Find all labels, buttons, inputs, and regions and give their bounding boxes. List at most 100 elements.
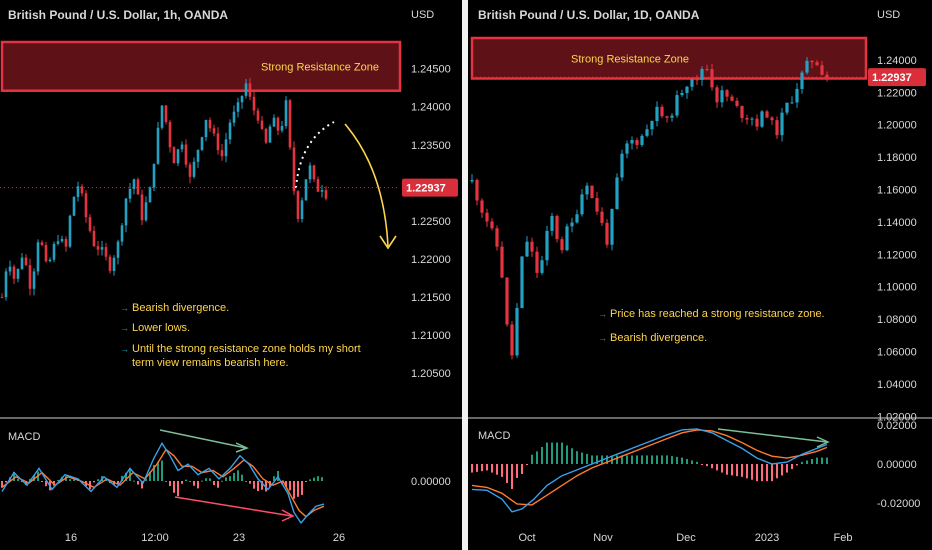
macd-histogram-bar	[165, 481, 167, 482]
macd-histogram-bar	[716, 464, 718, 471]
macd-histogram-bar	[13, 471, 15, 481]
macd-histogram-bar	[471, 464, 473, 473]
macd-histogram-bar	[796, 464, 798, 466]
macd-zero-label: 0.00000	[411, 476, 451, 488]
macd-histogram-bar	[245, 481, 247, 482]
candle-body	[156, 127, 160, 164]
resistance-zone-box	[0, 40, 402, 92]
left-axis-unit: USD	[411, 9, 434, 21]
macd-histogram-bar	[181, 481, 183, 484]
candle-body	[200, 137, 204, 150]
macd-histogram-bar	[145, 478, 147, 481]
macd-histogram-bar	[237, 470, 239, 481]
macd-histogram-bar	[205, 478, 207, 481]
macd-histogram-bar	[506, 464, 508, 483]
price-tick-label: 1.22500	[411, 216, 451, 228]
resistance-zone-label: Strong Resistance Zone	[261, 61, 379, 73]
candle-body	[545, 230, 549, 261]
macd-histogram-bar	[596, 455, 598, 464]
candle-body	[312, 165, 316, 180]
last-price-value: 1.22937	[406, 183, 446, 195]
candle-body	[680, 92, 684, 96]
candle-body	[490, 221, 494, 229]
candle-body	[500, 246, 504, 278]
macd-histogram-bar	[476, 464, 478, 472]
candle-body	[48, 259, 52, 262]
candle-body	[615, 177, 619, 210]
candle-body	[16, 268, 20, 279]
macd-tick-label: 0.00000	[877, 459, 917, 471]
right-macd-title: MACD	[478, 430, 510, 442]
macd-histogram-bar	[491, 464, 493, 473]
macd-signal-line	[471, 429, 828, 506]
candle-body	[76, 186, 80, 197]
candle-body	[276, 117, 280, 131]
candle-body	[44, 245, 48, 262]
candle-body	[112, 257, 116, 271]
macd-histogram-bar	[706, 464, 708, 467]
macd-histogram-bar	[621, 455, 623, 464]
macd-histogram-bar	[521, 464, 523, 475]
candle-body	[304, 179, 308, 201]
candle-body	[80, 186, 84, 194]
candle-body	[580, 194, 584, 215]
projection-dotted-path	[295, 121, 335, 189]
candle-body	[520, 256, 524, 308]
candle-body	[68, 215, 72, 247]
candle-body	[216, 133, 220, 151]
macd-histogram-bar	[811, 458, 813, 464]
macd-histogram-bar	[566, 445, 568, 464]
candle-body	[300, 200, 304, 219]
candle-body	[232, 111, 236, 123]
candle-body	[8, 266, 12, 272]
macd-histogram-bar	[157, 461, 159, 481]
candle-body	[104, 247, 108, 257]
last-price-tag	[868, 68, 926, 87]
macd-divergence-line	[717, 428, 828, 443]
candle-body	[196, 149, 200, 162]
macd-histogram-bar	[189, 481, 191, 482]
macd-histogram-bar	[201, 480, 203, 482]
candle-body	[84, 193, 88, 218]
left-candles	[0, 78, 328, 301]
candle-body	[675, 95, 679, 116]
macd-histogram-bar	[265, 481, 267, 492]
candle-body	[530, 241, 534, 252]
candle-body	[625, 143, 629, 154]
macd-histogram-bar	[786, 464, 788, 473]
macd-histogram-bar	[125, 472, 127, 481]
time-tick-label: Dec	[676, 532, 696, 544]
macd-line	[471, 428, 828, 513]
price-tick-label: 1.02000	[877, 411, 917, 423]
macd-histogram-bar	[57, 479, 59, 481]
candle-body	[220, 150, 224, 157]
candle-body	[280, 126, 284, 131]
macd-histogram-bar	[781, 464, 783, 476]
time-tick-label: 26	[333, 532, 345, 544]
annotation-text: term view remains bearish here.	[132, 357, 289, 369]
price-tick-label: 1.18000	[877, 152, 917, 164]
candle-body	[288, 100, 292, 148]
candle-body	[52, 243, 56, 260]
macd-histogram-bar	[561, 442, 563, 464]
candle-body	[510, 324, 514, 356]
macd-histogram-bar	[526, 464, 528, 465]
right-macd-pane: 0.02000 0.00000 -0.02000	[468, 417, 932, 513]
macd-histogram-bar	[641, 455, 643, 464]
macd-histogram-bar	[681, 457, 683, 464]
candle-body	[164, 105, 168, 123]
candle-body	[595, 198, 599, 212]
macd-histogram-bar	[761, 464, 763, 482]
candle-body	[565, 226, 569, 251]
macd-histogram-bar	[746, 464, 748, 479]
macd-histogram-bar	[197, 481, 199, 489]
candle-body	[740, 106, 744, 119]
candle-body	[770, 117, 774, 121]
price-tick-label: 1.16000	[877, 185, 917, 197]
resistance-zone-label: Strong Resistance Zone	[571, 53, 689, 65]
candle-body	[745, 118, 749, 120]
candle-body	[268, 126, 272, 143]
macd-histogram-bar	[606, 455, 608, 464]
left-chart-title: British Pound / U.S. Dollar, 1h, OANDA	[8, 8, 228, 22]
right-annotations: → Price has reached a strong resistance z…	[598, 308, 830, 448]
